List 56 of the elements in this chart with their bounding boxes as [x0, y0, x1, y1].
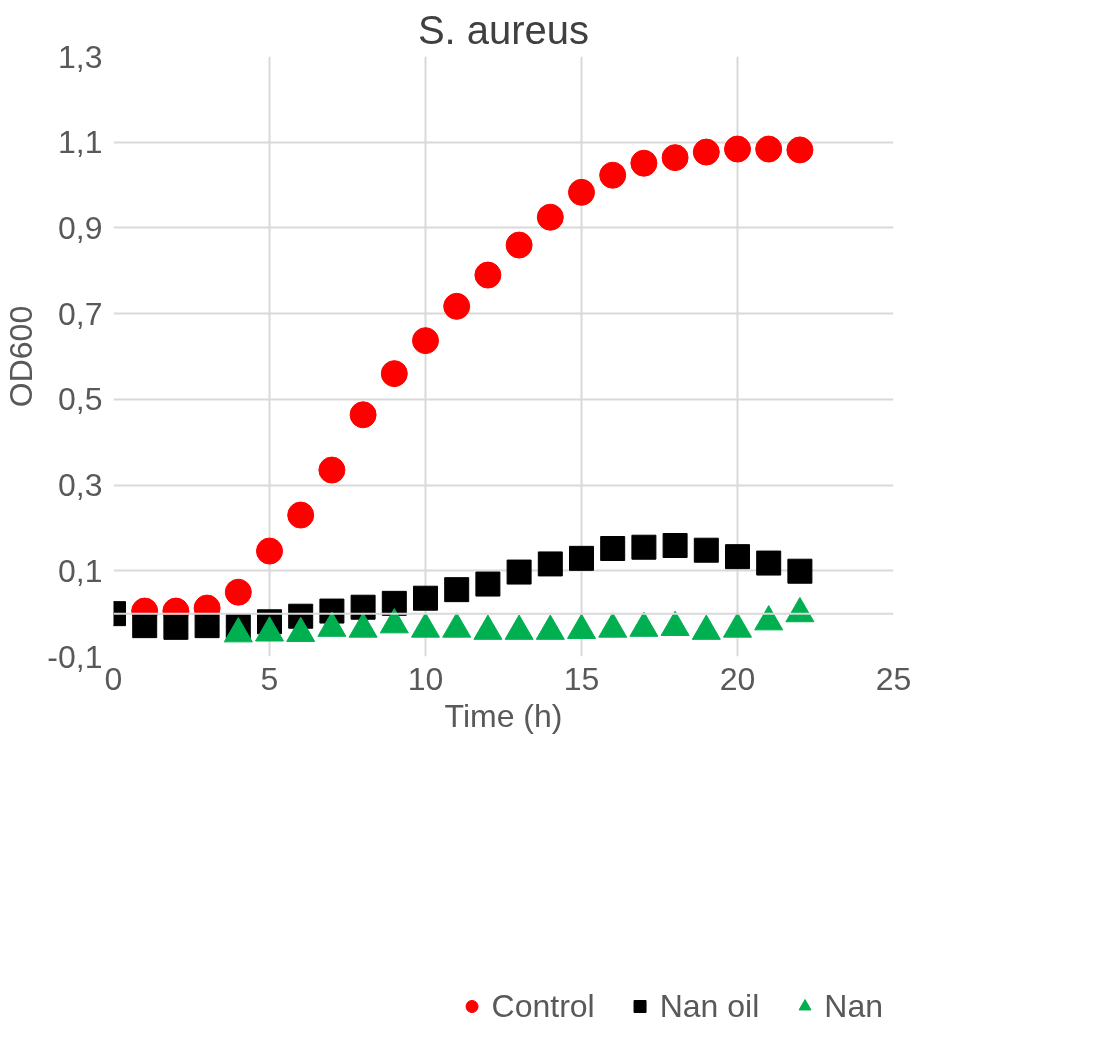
y-tick-label: 0,7: [58, 295, 103, 332]
y-axis-title: OD600: [3, 305, 40, 408]
x-axis-title: Time (h): [444, 697, 563, 734]
point: [630, 149, 658, 177]
point: [256, 537, 283, 565]
point: [380, 360, 408, 388]
point: [474, 261, 502, 289]
point: [443, 292, 471, 320]
point: [349, 401, 377, 429]
x-tick-label: 0: [104, 660, 123, 697]
point: [692, 138, 720, 166]
point: [693, 537, 719, 563]
point: [600, 536, 626, 561]
point: [568, 178, 595, 206]
y-tick-label: 0,3: [58, 467, 103, 504]
point: [662, 533, 688, 558]
point: [350, 594, 376, 620]
point: [194, 613, 220, 639]
y-tick-label: 0,5: [58, 381, 103, 418]
point: [413, 585, 438, 611]
point: [506, 559, 532, 585]
legend-label: Nan: [824, 987, 883, 1025]
point: [505, 231, 533, 259]
point: [536, 203, 564, 231]
y-tick-label: 0,9: [58, 209, 103, 246]
point: [661, 144, 689, 172]
y-tick-label: 1,3: [58, 38, 103, 75]
point: [725, 544, 750, 570]
point: [475, 571, 501, 597]
x-tick-label: 15: [563, 660, 600, 697]
legend-label: Control: [491, 987, 595, 1025]
point: [132, 613, 158, 639]
x-tick-label: 10: [407, 660, 444, 697]
x-tick-label: 5: [260, 660, 279, 697]
point: [755, 135, 783, 163]
point: [444, 577, 470, 603]
y-tick-label: 1,1: [58, 124, 103, 161]
point: [318, 456, 346, 484]
point: [412, 327, 439, 355]
y-tick-label: -0,1: [47, 638, 103, 675]
point: [787, 558, 813, 584]
point: [724, 135, 751, 163]
y-tick-label: 0,1: [58, 552, 103, 589]
x-tick-label: 20: [719, 660, 756, 697]
point: [756, 550, 782, 576]
point: [631, 534, 657, 560]
point: [163, 614, 189, 640]
x-tick-label: 25: [875, 660, 912, 697]
chart-title: S. aureus: [417, 7, 590, 52]
point: [287, 501, 315, 529]
point: [224, 578, 252, 606]
point: [599, 161, 627, 189]
point: [786, 136, 814, 164]
point: [569, 545, 594, 571]
point: [537, 551, 563, 577]
legend-label: Nan oil: [659, 987, 760, 1025]
